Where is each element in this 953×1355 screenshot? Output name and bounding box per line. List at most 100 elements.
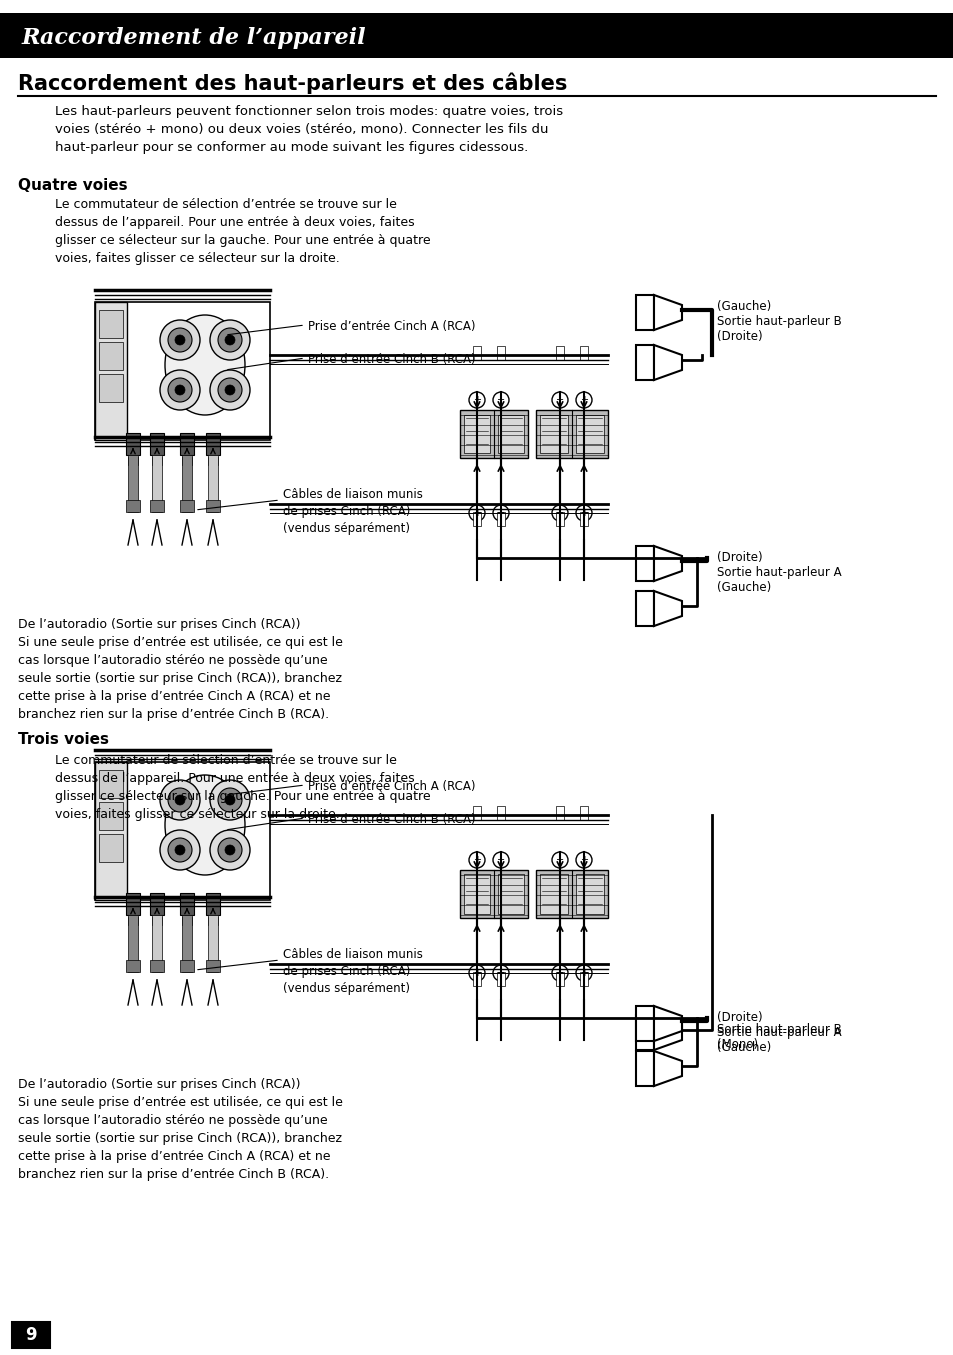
Circle shape [174,385,185,396]
Bar [152,917,162,925]
Circle shape [160,320,200,360]
Text: Prise d’entrée Cinch B (RCA): Prise d’entrée Cinch B (RCA) [308,354,476,366]
Text: Raccordement des haut-parleurs et des câbles: Raccordement des haut-parleurs et des câ… [18,72,567,93]
Circle shape [225,335,234,346]
Bar [128,455,138,512]
Bar [128,457,138,465]
Circle shape [160,831,200,870]
Bar [182,915,192,972]
Polygon shape [654,1015,681,1050]
Text: +: + [473,855,480,864]
Text: Raccordement de l’appareil: Raccordement de l’appareil [22,27,366,49]
Bar [536,870,607,917]
Ellipse shape [165,314,245,415]
Bar [150,893,164,915]
Bar [126,959,140,972]
Text: Prise d’entrée Cinch B (RCA): Prise d’entrée Cinch B (RCA) [308,813,476,827]
Text: (Mono): (Mono) [717,1038,758,1051]
Text: +: + [473,396,480,405]
Bar [95,302,270,440]
Bar [463,874,490,915]
Bar [150,959,164,972]
Bar [0,14,953,58]
Bar [150,500,164,512]
Bar [126,893,140,915]
Bar [95,762,127,900]
Circle shape [469,965,484,981]
Circle shape [160,780,200,820]
Bar [579,512,587,526]
Circle shape [493,965,509,981]
Bar [180,500,193,512]
Text: Prise d’entrée Cinch A (RCA): Prise d’entrée Cinch A (RCA) [308,780,475,793]
Bar [636,591,654,626]
Circle shape [469,392,484,408]
Circle shape [168,378,192,402]
Bar [99,310,123,337]
Bar [95,762,270,900]
Text: −: − [497,855,504,864]
Circle shape [576,852,592,869]
Bar [539,415,567,453]
Polygon shape [654,1051,681,1085]
Circle shape [218,378,242,402]
Bar [206,959,220,972]
Circle shape [160,370,200,411]
Polygon shape [654,346,681,379]
Circle shape [218,328,242,352]
Bar [128,917,138,925]
Bar [126,434,140,455]
Text: −: − [497,508,504,518]
Polygon shape [654,295,681,331]
Bar [208,455,218,512]
Circle shape [218,837,242,862]
Circle shape [168,837,192,862]
Text: Câbles de liaison munis
de prises Cinch (RCA)
(vendus séparément): Câbles de liaison munis de prises Cinch … [283,948,422,995]
Text: +: + [579,396,587,405]
Bar [636,546,654,581]
Circle shape [210,831,250,870]
Bar [536,411,607,458]
Text: +: + [473,967,480,978]
Circle shape [493,392,509,408]
Bar [182,917,192,925]
Bar [99,833,123,862]
Bar [208,917,218,925]
Bar [152,455,162,512]
Circle shape [469,505,484,522]
Text: +: + [579,508,587,518]
Bar [99,802,123,831]
Text: −: − [497,967,504,978]
Bar [576,415,603,453]
Text: +: + [579,855,587,864]
Bar [206,500,220,512]
Bar [497,346,504,360]
Circle shape [552,852,567,869]
Bar [459,411,527,458]
Bar [473,512,480,526]
Bar [556,346,563,360]
Text: Sortie haut-parleur A: Sortie haut-parleur A [717,1026,841,1039]
Text: −: − [497,396,504,405]
Circle shape [225,385,234,396]
Text: Sortie haut-parleur B: Sortie haut-parleur B [717,1023,841,1037]
Bar [463,415,490,453]
Bar [180,434,193,455]
Text: De l’autoradio (Sortie sur prises Cinch (RCA))
Si une seule prise d’entrée est u: De l’autoradio (Sortie sur prises Cinch … [18,618,342,721]
Text: Quatre voies: Quatre voies [18,178,128,192]
Bar [497,874,523,915]
Text: −: − [556,855,563,864]
Text: Sortie haut-parleur A: Sortie haut-parleur A [717,566,841,579]
Circle shape [210,370,250,411]
Bar [206,893,220,915]
Bar [636,1005,654,1041]
Bar [579,346,587,360]
Circle shape [174,846,185,855]
Circle shape [168,328,192,352]
Text: −: − [556,396,563,405]
Bar [12,1322,50,1348]
Circle shape [225,795,234,805]
Bar [579,806,587,820]
Circle shape [469,852,484,869]
Bar [208,457,218,465]
